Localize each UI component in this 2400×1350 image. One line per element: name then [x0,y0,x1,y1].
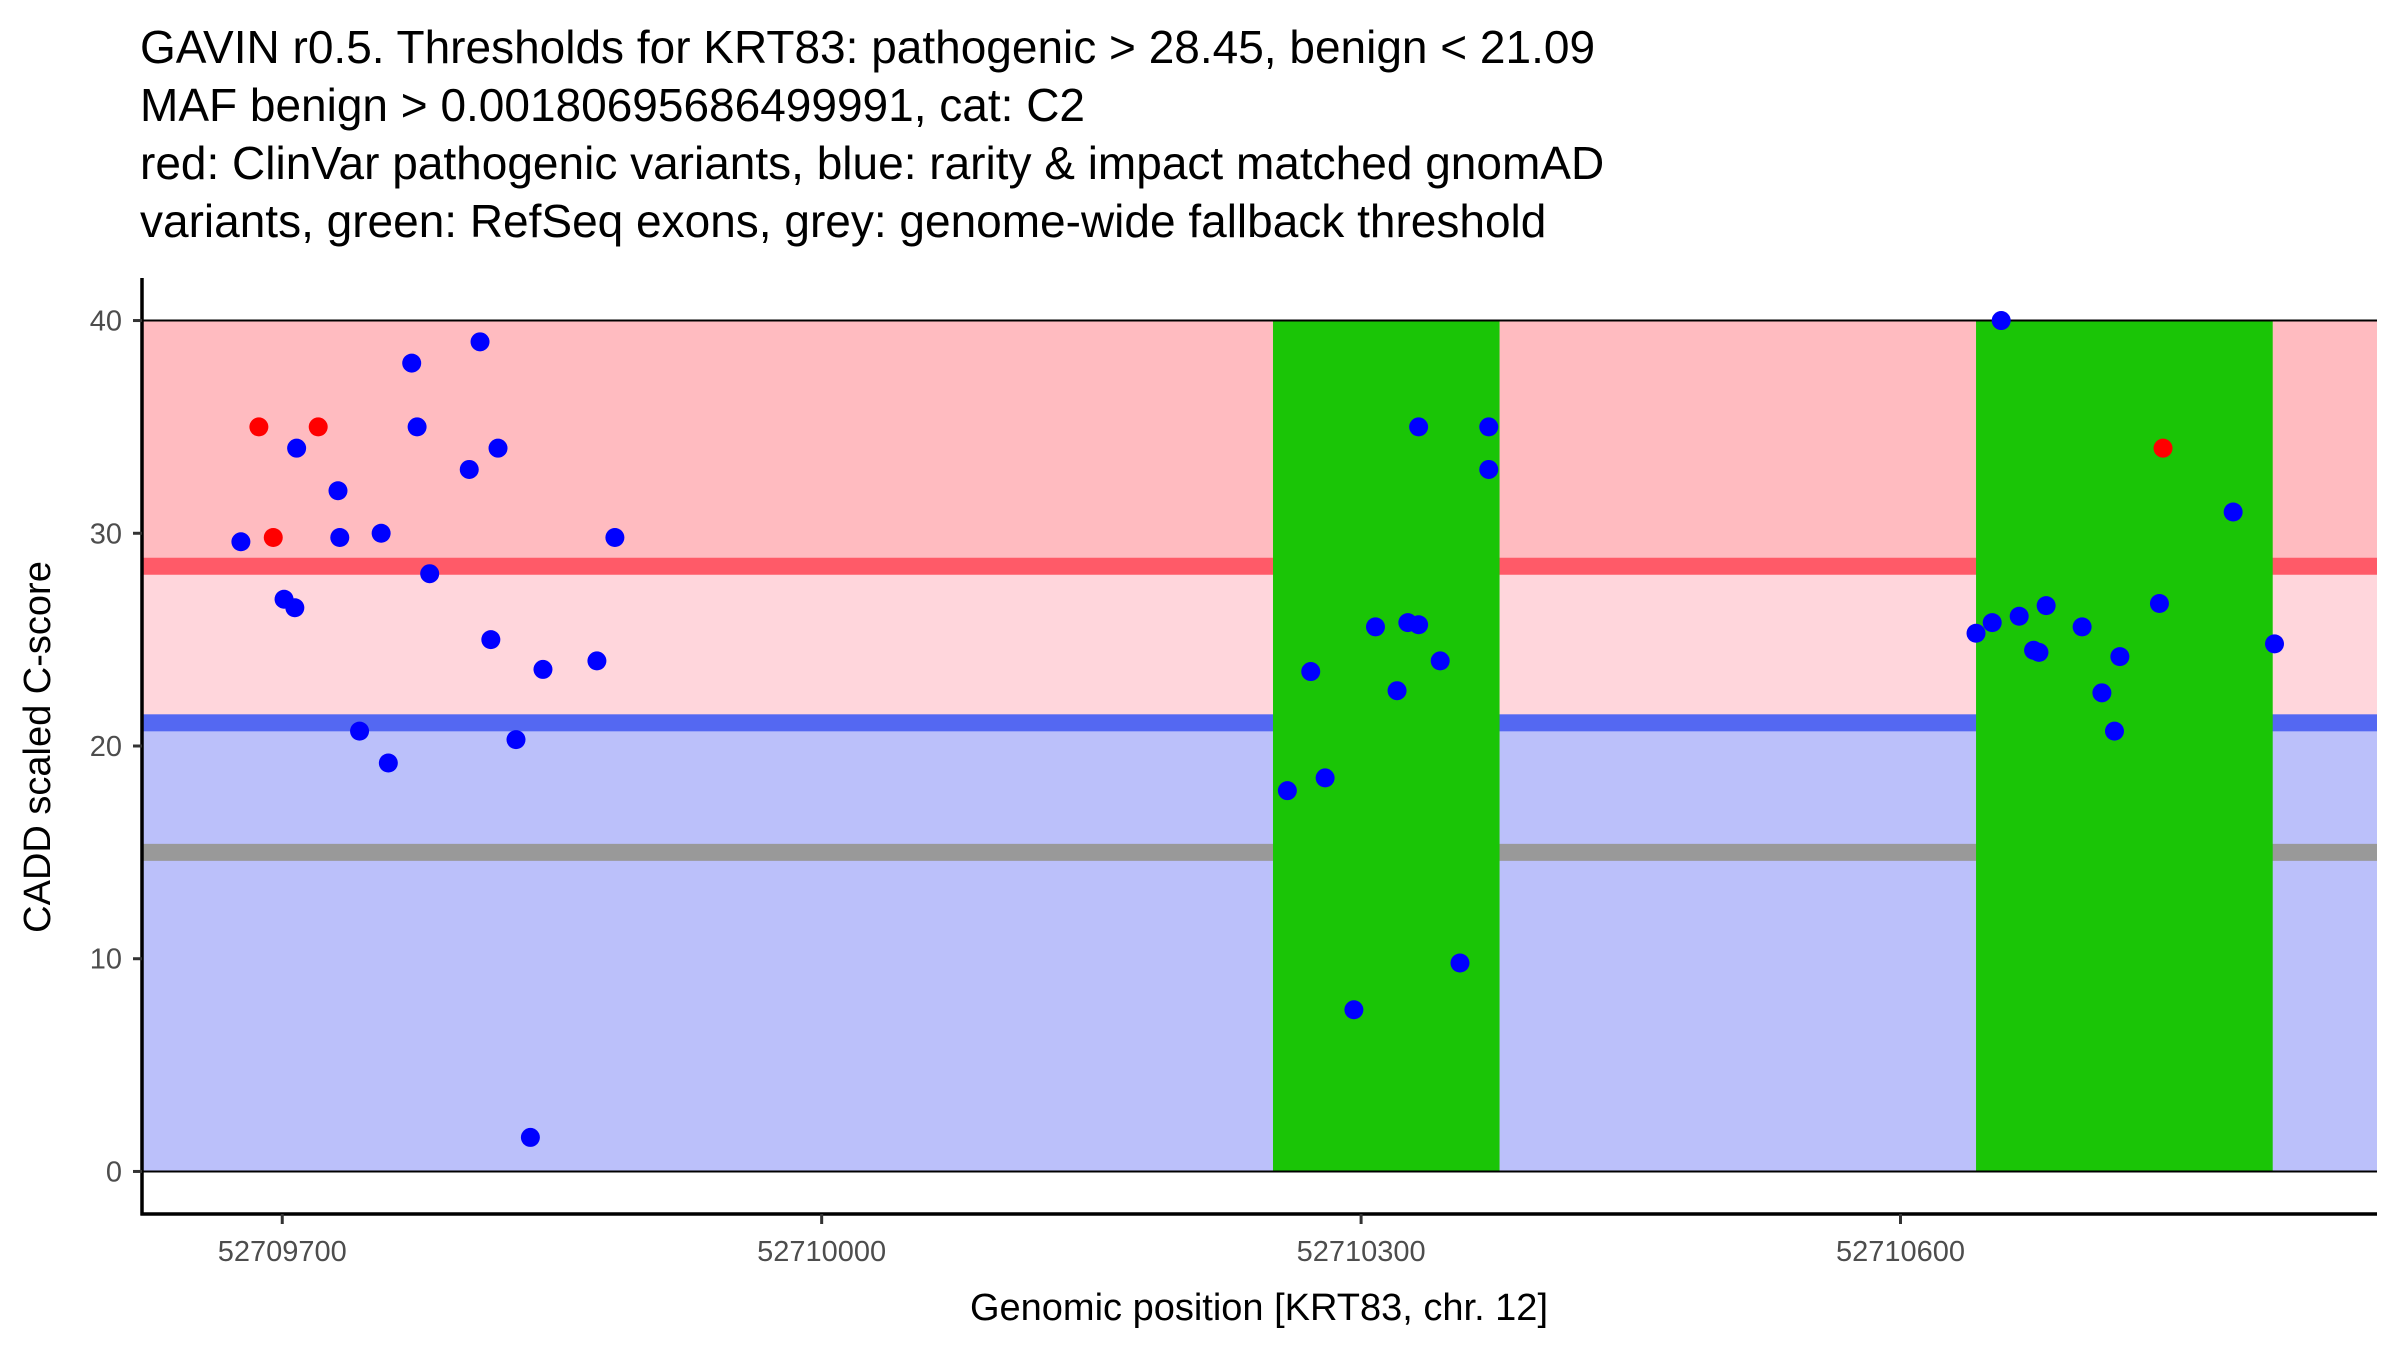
gnomad-point [2009,606,2029,626]
gnomad-point [1479,417,1499,437]
gnomad-point [402,353,422,373]
gnomad-point [2265,634,2285,654]
gnomad-point [2029,642,2049,662]
gnomad-point [1387,681,1407,701]
gnomad-point [470,332,490,352]
gnomad-point [506,730,526,750]
y-tick-label: 30 [90,518,122,550]
gnomad-point [420,564,440,584]
gnomad-point [1966,623,1986,643]
threshold-lines [142,557,2377,861]
gnomad-point [2223,502,2243,522]
threshold-line-genome-wide-fallback [142,843,2377,861]
threshold-line-pathogenic [142,557,2377,575]
title-line-4: variants, green: RefSeq exons, grey: gen… [140,195,1547,247]
title-line-2: MAF benign > 0.00180695686499991, cat: C… [140,79,1085,131]
y-tick-label: 10 [90,944,122,976]
x-tick-label: 52709700 [218,1236,347,1268]
threshold-line-benign [142,714,2377,732]
gnomad-point [1450,953,1470,973]
gnomad-point [285,598,305,618]
gnomad-point [1409,615,1429,635]
x-tick-label: 52710000 [757,1236,886,1268]
x-tick-label: 52710600 [1836,1236,1965,1268]
y-tick-label: 20 [90,731,122,763]
gnomad-point [1991,311,2011,331]
gnomad-point [459,459,479,479]
y-tick-label: 40 [90,306,122,338]
gnomad-point [1344,1000,1364,1020]
clinvar-point [263,528,283,548]
axes: 0 10 20 30 40 52709700 52710000 52710300 5271060… [90,278,2377,1268]
clinvar-point [308,417,328,437]
gnomad-point [2092,683,2112,703]
gnomad-point [605,528,625,548]
x-axis-title: Genomic position [KRT83, chr. 12] [970,1287,1548,1329]
exon-region [1272,320,1500,1172]
gnomad-point [481,630,501,650]
gnomad-point [350,721,370,741]
data-points [231,311,2285,1147]
gnomad-point [407,417,427,437]
gnomad-point [587,651,607,671]
clinvar-point [2153,438,2173,458]
gnomad-point [1982,613,2002,633]
gnomad-point [328,481,348,501]
gnomad-point [1315,768,1335,788]
gnomad-point [2110,647,2130,667]
gnomad-point [371,523,391,543]
gnomad-point [1479,459,1499,479]
gnomad-point [378,753,398,773]
gnomad-point [2072,617,2092,637]
gnomad-point [1301,662,1321,682]
gnomad-point [2036,596,2056,616]
title-line-1: GAVIN r0.5. Thresholds for KRT83: pathog… [140,21,1596,73]
gnomad-point [287,438,307,458]
gnomad-point [2149,593,2169,613]
gnomad-point [1277,781,1297,801]
exon-regions [1272,320,2273,1172]
gnomad-point [2104,721,2124,741]
x-tick-label: 52710300 [1297,1236,1426,1268]
gnomad-point [231,532,251,552]
gnomad-point [1430,651,1450,671]
y-tick-label: 0 [106,1156,122,1188]
gnomad-point [488,438,508,458]
title-line-3: red: ClinVar pathogenic variants, blue: … [140,137,1605,189]
y-axis-title: CADD scaled C-score [17,561,59,933]
chart-title: GAVIN r0.5. Thresholds for KRT83: pathog… [140,18,1604,250]
gnomad-point [1365,617,1385,637]
gnomad-point [1409,417,1429,437]
gnomad-point [330,528,350,548]
exon-region [1976,320,2273,1172]
gnomad-point [533,659,553,679]
gnomad-point [520,1127,540,1147]
clinvar-point [249,417,269,437]
